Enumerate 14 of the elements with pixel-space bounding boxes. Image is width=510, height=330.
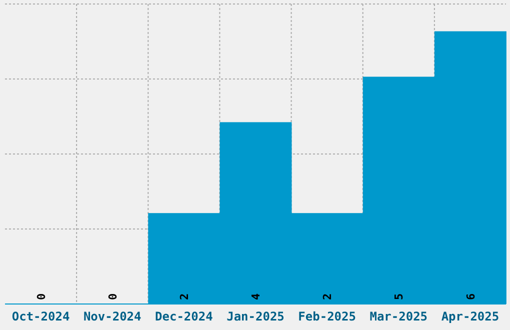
x-tick-label: Mar-2025 — [370, 310, 428, 324]
data-label: 5 — [392, 293, 406, 300]
x-tick-label: Oct-2024 — [12, 310, 70, 324]
data-label: 0 — [106, 293, 120, 300]
data-label: 2 — [178, 293, 191, 300]
data-label: 0 — [34, 293, 48, 300]
x-tick-label: Feb-2025 — [298, 310, 356, 324]
data-label: 6 — [464, 293, 478, 300]
data-label: 2 — [321, 293, 334, 300]
x-tick-label: Nov-2024 — [83, 310, 142, 324]
x-tick-label: Dec-2024 — [155, 310, 213, 324]
data-label: 4 — [250, 293, 263, 300]
x-tick-label: Apr-2025 — [441, 310, 500, 324]
x-tick-label: Jan-2025 — [226, 310, 284, 324]
